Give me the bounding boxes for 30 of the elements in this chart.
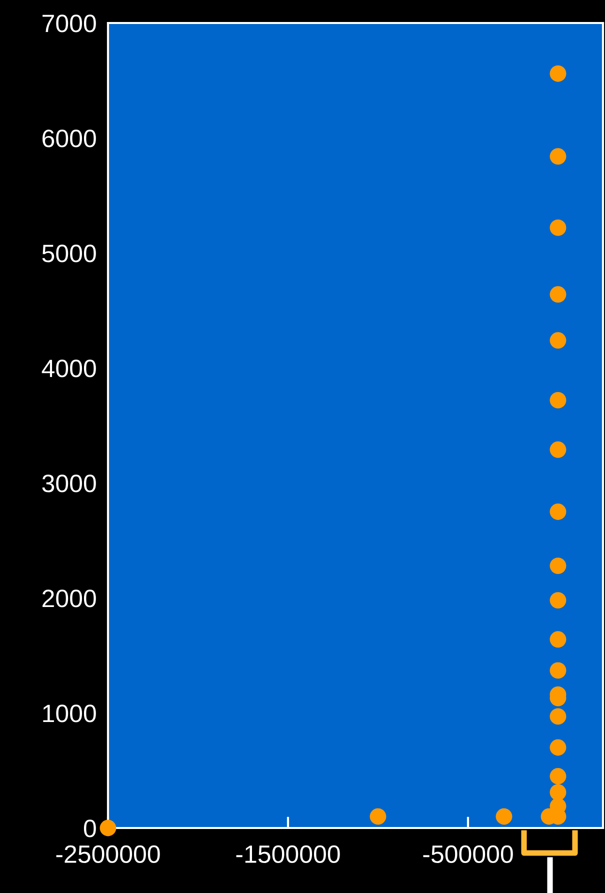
point (550, 768, 566, 784)
point (550, 504, 566, 520)
point (550, 662, 566, 679)
y-tick-label: 7000 (42, 14, 96, 32)
y-tick-label: 4000 (42, 360, 96, 378)
point (496, 808, 512, 825)
point (550, 219, 566, 236)
y-tick-label: 1000 (43, 704, 96, 722)
x-tick-label: -1500000 (236, 845, 340, 864)
point (550, 441, 566, 458)
y-tick-label: 3000 (42, 474, 96, 492)
y-tick-label: 5000 (42, 244, 96, 262)
point (550, 631, 566, 648)
x-tick-label: -2500000 (56, 845, 160, 864)
point (550, 286, 566, 303)
point (550, 784, 566, 801)
point (550, 148, 566, 165)
point (550, 332, 566, 349)
x-tick-label: -500000 (423, 845, 513, 864)
point (550, 65, 566, 82)
y-tick-label: 2000 (42, 590, 96, 608)
point (550, 592, 566, 609)
point (370, 808, 386, 825)
point (550, 558, 566, 574)
y-tick-label: 0 (84, 820, 96, 838)
point (550, 392, 566, 408)
y-tick-label: 6000 (42, 130, 96, 148)
point (550, 739, 566, 756)
point (550, 708, 566, 725)
point (100, 820, 116, 836)
